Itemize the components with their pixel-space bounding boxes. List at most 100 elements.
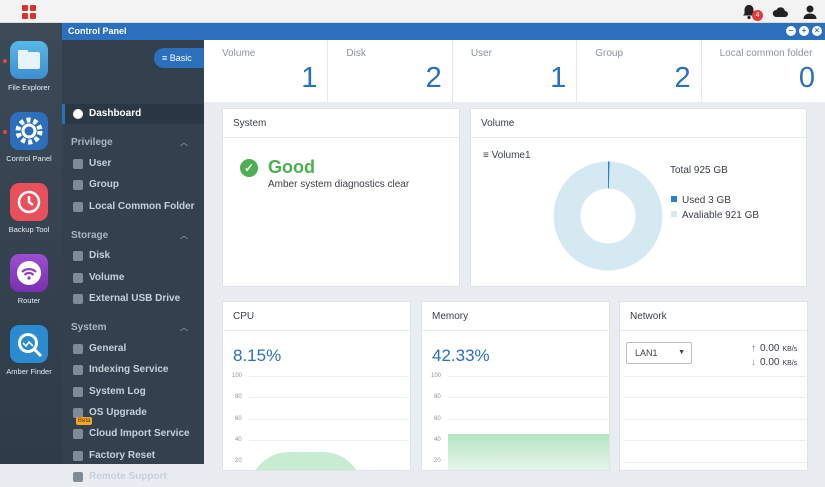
sidebar-item-user[interactable]: User	[62, 154, 204, 174]
legend-available: Avaliable 921 GB	[671, 210, 759, 221]
dock-app-label: Backup Tool	[8, 225, 50, 234]
volume-icon	[73, 273, 83, 283]
sidebar-item-factory-reset[interactable]: Factory Reset	[62, 446, 204, 466]
usb-icon	[73, 294, 83, 304]
stat-label: Local common folder	[719, 48, 813, 59]
indexing-icon	[73, 365, 83, 375]
dock-app-label: Amber Finder	[6, 367, 52, 376]
system-panel: System ✓ Good Amber system diagnostics c…	[222, 108, 460, 287]
stat-local-common-folder[interactable]: Local common folder 0	[702, 40, 825, 102]
gridline	[624, 376, 806, 377]
volume-name[interactable]: ≡ Volume1	[483, 150, 531, 161]
gridline	[624, 397, 806, 398]
gridline	[249, 376, 409, 377]
minimize-icon[interactable]: –	[786, 26, 796, 36]
sidebar-item-remote-support[interactable]: Remote Support	[62, 467, 204, 487]
sidebar-item-label: Factory Reset	[89, 450, 156, 461]
caret-down-icon: ▼	[678, 349, 685, 356]
tick-label: 100	[431, 373, 442, 379]
folder-icon	[10, 41, 48, 79]
list-icon: ≡	[483, 150, 492, 161]
gridline	[249, 397, 409, 398]
legend-used: Used 3 GB	[671, 195, 731, 206]
gridline	[249, 440, 409, 441]
cpu-panel: CPU 8.15% 100 80 60 40 20	[222, 301, 411, 471]
dock-app-file-explorer[interactable]: File Explorer	[0, 41, 58, 92]
stat-disk[interactable]: Disk 2	[328, 40, 453, 102]
dock-app-control-panel[interactable]: Control Panel	[0, 112, 58, 163]
gridline	[448, 397, 608, 398]
section-privilege[interactable]: Privilege ︿	[71, 137, 196, 148]
sidebar-item-local-common-folder[interactable]: Local Common Folder	[62, 197, 204, 217]
sidebar-item-general[interactable]: General	[62, 339, 204, 359]
dock-app-backup-tool[interactable]: Backup Tool	[0, 183, 58, 234]
stat-volume[interactable]: Volume 1	[204, 40, 329, 102]
sidebar-item-system-log[interactable]: System Log	[62, 382, 204, 402]
top-bar: 4	[0, 0, 825, 23]
gear-icon	[10, 112, 48, 150]
sidebar-item-group[interactable]: Group	[62, 175, 204, 195]
stat-user[interactable]: User 1	[453, 40, 578, 102]
maximize-icon[interactable]: +	[799, 26, 809, 36]
running-indicator	[3, 59, 7, 63]
sidebar-item-label: Indexing Service	[89, 364, 169, 375]
interface-select[interactable]: LAN1 ▼	[626, 342, 692, 364]
dock-app-label: File Explorer	[7, 83, 51, 92]
dashboard-icon	[73, 109, 83, 119]
app-grid-icon[interactable]	[20, 3, 38, 21]
user-icon[interactable]	[801, 3, 819, 21]
section-storage[interactable]: Storage ︿	[71, 230, 196, 241]
app-dock: File Explorer Control Panel Backup Tool …	[0, 23, 62, 464]
sidebar-item-label: Local Common Folder	[89, 201, 195, 212]
sidebar-item-label: Cloud Import Service	[89, 428, 190, 439]
upload-unit: KB/s	[782, 346, 798, 353]
sidebar-item-label: User	[89, 158, 112, 169]
download-unit: KB/s	[782, 360, 798, 367]
sidebar-item-cloud-import-service[interactable]: Cloud Import Service	[62, 424, 204, 444]
sidebar-item-disk[interactable]: Disk	[62, 246, 204, 266]
tick-label: 20	[434, 458, 441, 464]
tick-label: 60	[235, 416, 242, 422]
volume-donut	[553, 161, 663, 271]
sidebar-item-volume[interactable]: Volume	[62, 268, 204, 288]
system-status: Good	[268, 157, 315, 177]
group-icon	[73, 180, 83, 190]
beta-badge: Beta	[76, 417, 93, 425]
section-system[interactable]: System ︿	[71, 322, 196, 333]
cloud-icon[interactable]	[771, 3, 789, 21]
cpu-usage-area	[249, 452, 363, 470]
control-panel-window: Control Panel – + × ≡ Basic Dashboard Pr…	[62, 23, 825, 482]
sidebar-item-dashboard[interactable]: Dashboard	[62, 104, 204, 124]
dock-app-router[interactable]: Router	[0, 254, 58, 305]
sidebar-item-os-upgrade[interactable]: OS Upgrade	[62, 403, 204, 423]
arrow-down-icon: ↓	[751, 357, 756, 368]
sidebar-item-external-usb-drive[interactable]: External USB Drive	[62, 289, 204, 309]
gridline	[249, 419, 409, 420]
window-titlebar[interactable]: Control Panel – + ×	[62, 23, 825, 40]
panel-title: Memory	[422, 302, 609, 331]
dock-app-amber-finder[interactable]: Amber Finder	[0, 325, 58, 376]
sidebar-item-label: Dashboard	[89, 108, 142, 119]
legend-used-label: Used 3 GB	[682, 195, 731, 206]
sidebar-item-label: General	[89, 343, 127, 354]
sidebar-item-indexing-service[interactable]: Indexing Service	[62, 360, 204, 380]
stat-value: 2	[674, 62, 691, 94]
network-panel: Network LAN1 ▼ ↑ 0.00 KB/s ↓ 0.00 KB/s	[619, 301, 808, 471]
basic-mode-button[interactable]: ≡ Basic	[154, 48, 206, 68]
sidebar-item-label: Remote Support	[89, 471, 167, 482]
interface-value: LAN1	[635, 348, 658, 358]
wifi-icon	[10, 254, 48, 292]
backup-clock-icon	[10, 183, 48, 221]
section-title: System	[71, 322, 107, 333]
sidebar-item-label: Disk	[89, 250, 111, 261]
general-icon	[73, 344, 83, 354]
stat-label: Volume	[222, 48, 256, 59]
gridline	[448, 419, 608, 420]
notification-badge: 4	[752, 10, 763, 21]
dock-app-label: Router	[17, 296, 41, 305]
legend-available-label: Avaliable 921 GB	[682, 210, 760, 221]
sidebar-item-label: OS Upgrade	[89, 407, 147, 418]
close-icon[interactable]: ×	[812, 26, 822, 36]
window-title: Control Panel	[68, 26, 127, 36]
stat-group[interactable]: Group 2	[577, 40, 702, 102]
